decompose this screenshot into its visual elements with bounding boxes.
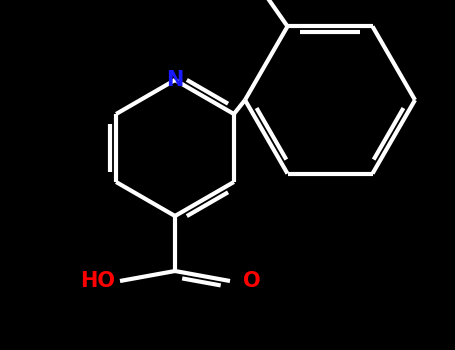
Text: N: N xyxy=(167,70,184,90)
Text: O: O xyxy=(243,271,261,291)
Text: HO: HO xyxy=(80,271,115,291)
